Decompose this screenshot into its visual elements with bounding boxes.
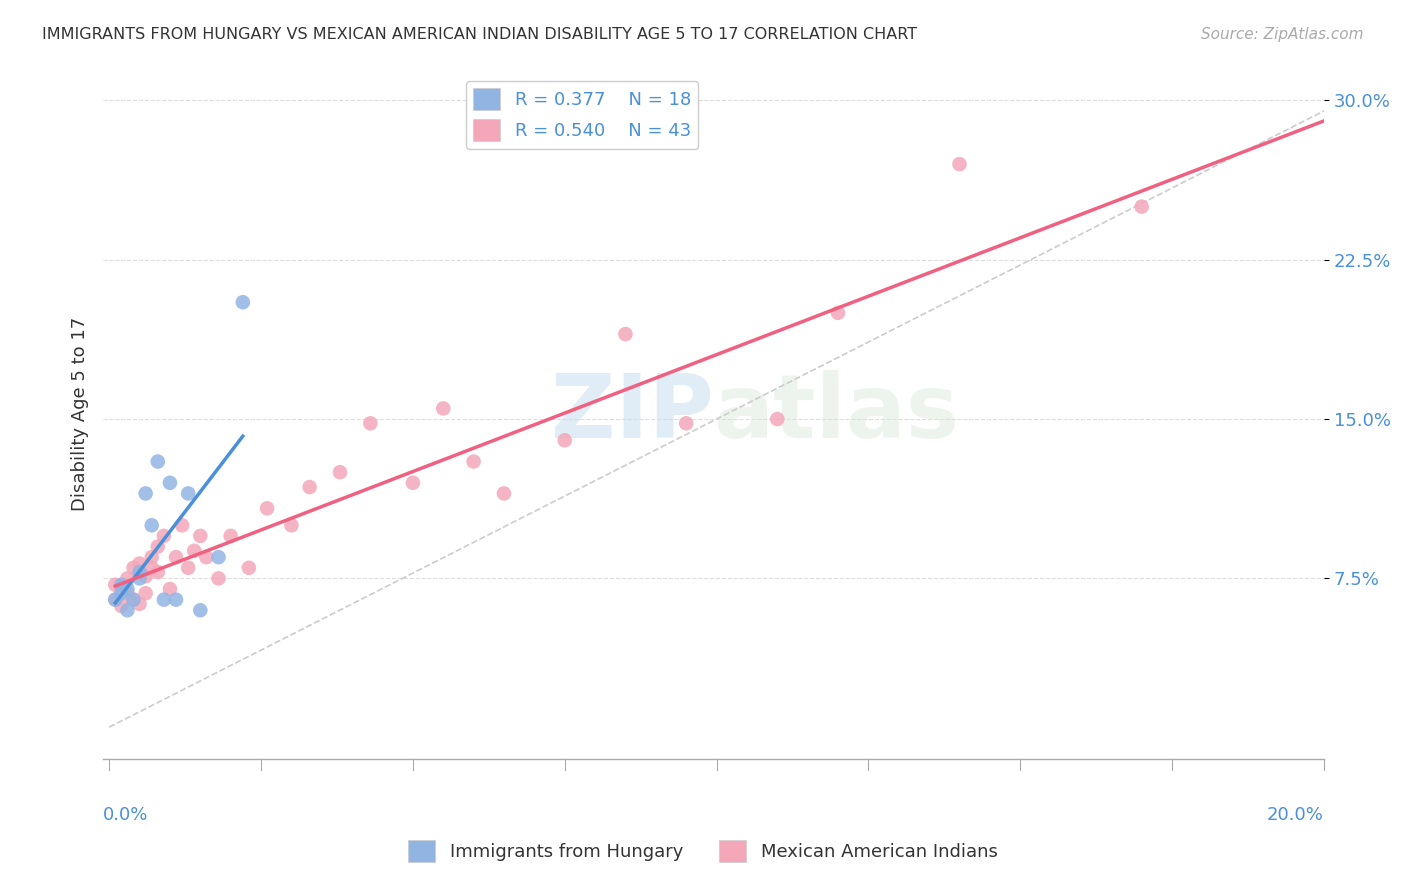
Point [141, 550, 163, 565]
Point [298, 480, 321, 494]
Point [135, 486, 157, 500]
Point [766, 412, 789, 426]
Text: atlas: atlas [713, 370, 959, 458]
Point [188, 603, 211, 617]
Y-axis label: Disability Age 5 to 17: Disability Age 5 to 17 [72, 317, 89, 511]
Point [207, 550, 229, 565]
Text: 0.0%: 0.0% [103, 805, 149, 823]
Point [110, 578, 132, 592]
Point [117, 603, 139, 617]
Point [183, 543, 205, 558]
Point [135, 586, 157, 600]
Point [177, 561, 200, 575]
Point [827, 306, 849, 320]
Point [153, 592, 176, 607]
Point [614, 327, 637, 342]
Point [554, 434, 576, 448]
Point [432, 401, 454, 416]
Point [188, 529, 211, 543]
Point [110, 586, 132, 600]
Point [104, 578, 127, 592]
Point [141, 518, 163, 533]
Point [128, 597, 150, 611]
Point [165, 592, 187, 607]
Point [117, 571, 139, 585]
Point [128, 571, 150, 585]
Point [1130, 200, 1153, 214]
Point [492, 486, 515, 500]
Point [117, 586, 139, 600]
Point [110, 582, 132, 596]
Point [177, 486, 200, 500]
Point [359, 417, 381, 431]
Point [165, 550, 187, 565]
Point [104, 592, 127, 607]
Point [232, 295, 254, 310]
Point [195, 550, 218, 565]
Point [159, 475, 181, 490]
Point [329, 465, 352, 479]
Point [238, 561, 260, 575]
Point [463, 454, 485, 468]
Point [122, 592, 145, 607]
Point [219, 529, 242, 543]
Point [675, 417, 697, 431]
Text: 20.0%: 20.0% [1267, 805, 1324, 823]
Point [128, 565, 150, 579]
Point [117, 582, 139, 596]
Point [122, 561, 145, 575]
Point [141, 561, 163, 575]
Point [402, 475, 425, 490]
Point [256, 501, 278, 516]
Point [172, 518, 194, 533]
Point [104, 592, 127, 607]
Point [110, 599, 132, 613]
Text: Source: ZipAtlas.com: Source: ZipAtlas.com [1201, 27, 1364, 42]
Point [146, 540, 169, 554]
Point [146, 565, 169, 579]
Point [948, 157, 970, 171]
Text: ZIP: ZIP [551, 370, 713, 458]
Point [280, 518, 302, 533]
Point [135, 569, 157, 583]
Point [159, 582, 181, 596]
Point [122, 592, 145, 607]
Text: IMMIGRANTS FROM HUNGARY VS MEXICAN AMERICAN INDIAN DISABILITY AGE 5 TO 17 CORREL: IMMIGRANTS FROM HUNGARY VS MEXICAN AMERI… [42, 27, 917, 42]
Point [146, 454, 169, 468]
Point [153, 529, 176, 543]
Point [128, 557, 150, 571]
Legend: R = 0.377    N = 18, R = 0.540    N = 43: R = 0.377 N = 18, R = 0.540 N = 43 [467, 81, 699, 149]
Legend: Immigrants from Hungary, Mexican American Indians: Immigrants from Hungary, Mexican America… [401, 833, 1005, 870]
Point [207, 571, 229, 585]
